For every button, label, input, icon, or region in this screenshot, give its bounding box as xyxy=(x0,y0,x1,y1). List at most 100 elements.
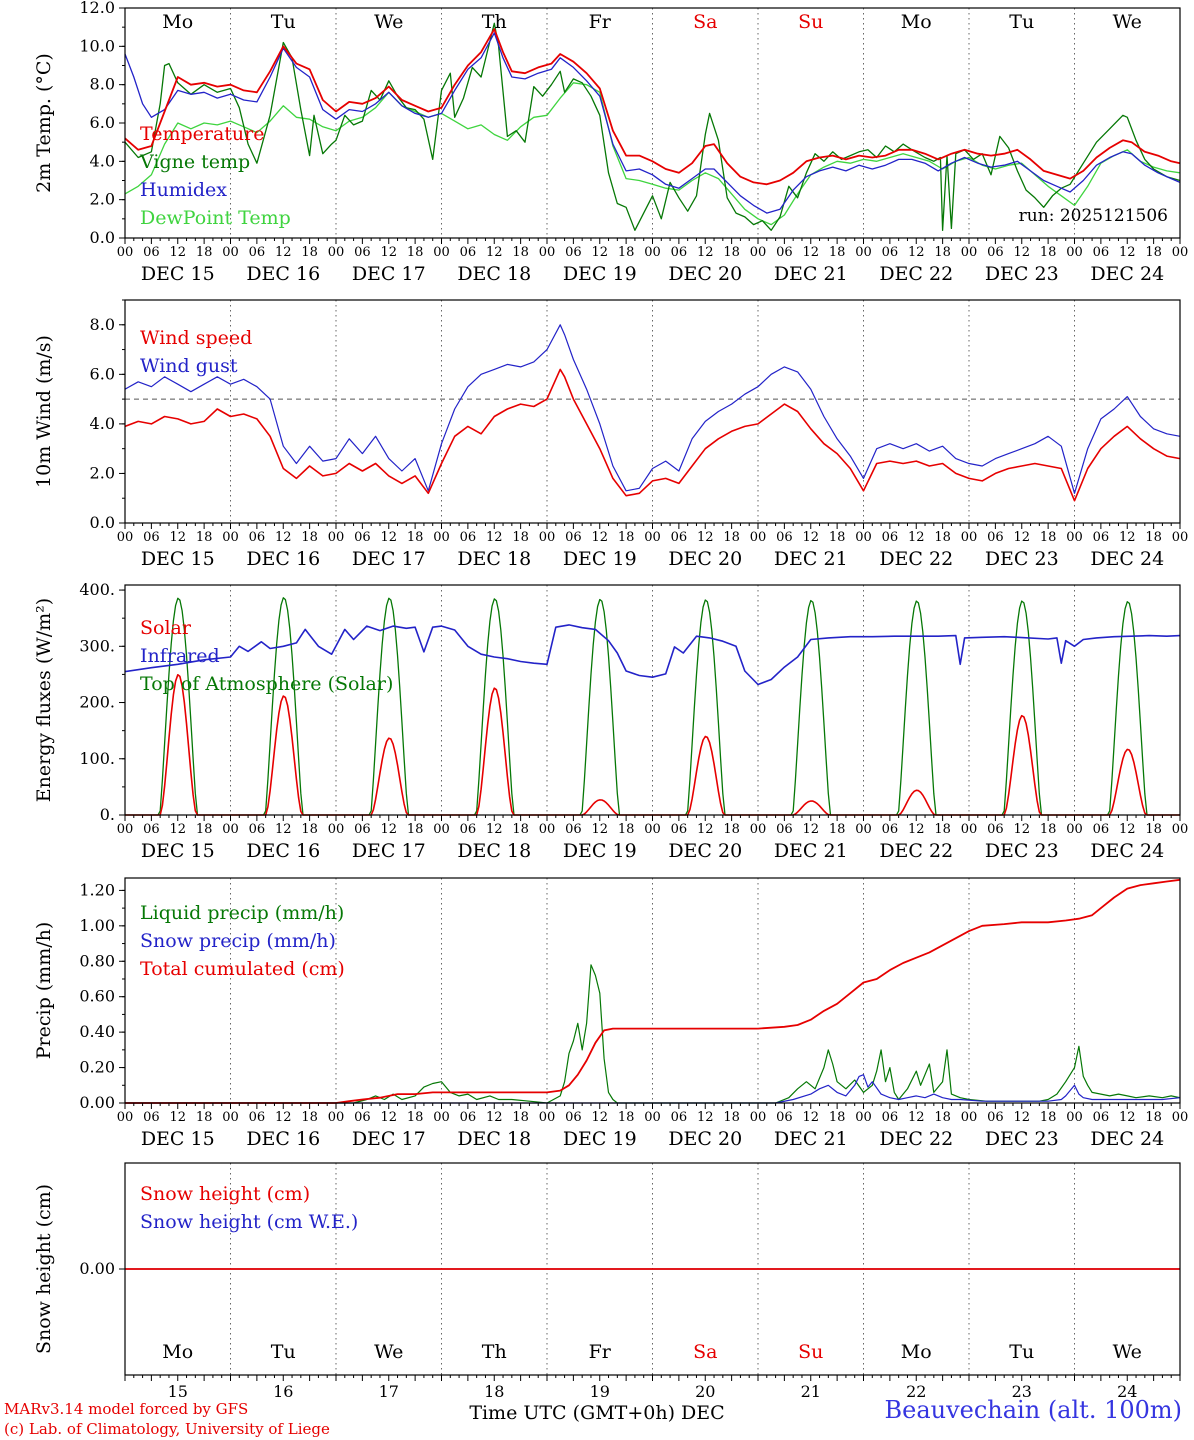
legend-item: Total cumulated (cm) xyxy=(140,958,345,980)
x-hour-label: 12 xyxy=(486,1110,503,1125)
x-hour-label: 00 xyxy=(117,530,134,545)
series-temperature xyxy=(124,28,1181,186)
x-hour-label: 18 xyxy=(407,822,424,837)
x-hour-label: 18 xyxy=(512,1110,529,1125)
x-hour-label: 06 xyxy=(1093,245,1110,260)
day-number-label: 22 xyxy=(906,1382,926,1401)
x-hour-label: 12 xyxy=(169,1110,186,1125)
day-name-label: Th xyxy=(482,11,507,33)
x-hour-label: 18 xyxy=(934,530,951,545)
series-wind-speed xyxy=(124,368,1181,502)
y-axis-title: 10m Wind (m/s) xyxy=(33,335,55,488)
x-hour-label: 00 xyxy=(539,1110,556,1125)
series-infrared xyxy=(124,624,1181,686)
x-hour-label: 12 xyxy=(591,530,608,545)
x-hour-label: 18 xyxy=(1040,530,1057,545)
x-hour-label: 00 xyxy=(328,1110,345,1125)
day-number-label: 23 xyxy=(1012,1382,1032,1401)
x-hour-label: 00 xyxy=(539,245,556,260)
y-axis-title: Snow height (cm) xyxy=(33,1184,55,1354)
x-hour-label: 12 xyxy=(275,530,292,545)
x-hour-label: 18 xyxy=(512,822,529,837)
x-hour-label: 00 xyxy=(1066,822,1083,837)
x-hour-label: 00 xyxy=(855,822,872,837)
x-hour-label: 06 xyxy=(249,822,266,837)
x-date-label: DEC 18 xyxy=(457,840,531,862)
day-name-label: Su xyxy=(798,1341,823,1363)
x-hour-label: 06 xyxy=(987,1110,1004,1125)
x-hour-label: 18 xyxy=(618,1110,635,1125)
x-hour-label: 06 xyxy=(354,245,371,260)
x-date-label: DEC 19 xyxy=(563,263,637,285)
x-hour-label: 12 xyxy=(486,245,503,260)
panel-2: 00 06 12 18 00 06 12 18 00 06 12 18 00 06 12 18 00 06 12 18… xyxy=(33,580,1188,862)
x-hour-label: 06 xyxy=(1093,530,1110,545)
day-number-label: 20 xyxy=(695,1382,715,1401)
x-date-label: DEC 16 xyxy=(246,548,320,570)
day-number-label: 15 xyxy=(168,1382,188,1401)
y-tick-label: 6.0 xyxy=(90,364,115,383)
x-hour-label: 06 xyxy=(249,1110,266,1125)
x-date-label: DEC 15 xyxy=(141,1128,215,1150)
day-name-label: Mo xyxy=(162,11,193,33)
day-name-label: Mo xyxy=(901,11,932,33)
x-hour-label: 00 xyxy=(1172,822,1189,837)
x-hour-label: 18 xyxy=(1040,245,1057,260)
legend-item: Vigne temp xyxy=(139,151,250,173)
x-hour-label: 00 xyxy=(961,245,978,260)
x-hour-label: 18 xyxy=(723,245,740,260)
legend-item: Temperature xyxy=(140,123,264,145)
day-name-label: Tu xyxy=(271,11,296,33)
x-hour-label: 18 xyxy=(512,245,529,260)
run-label: run: 2025121506 xyxy=(1018,206,1168,226)
x-hour-label: 12 xyxy=(1013,530,1030,545)
day-number-label: 24 xyxy=(1117,1382,1137,1401)
y-tick-label: 100. xyxy=(79,749,115,768)
y-axis-title: Energy fluxes (W/m²) xyxy=(33,598,55,802)
x-hour-label: 06 xyxy=(143,1110,160,1125)
x-hour-label: 12 xyxy=(486,530,503,545)
series-dewpoint-temp xyxy=(124,82,1181,226)
x-hour-label: 12 xyxy=(802,822,819,837)
model-credit: MARv3.14 model forced by GFS (c) Lab. of… xyxy=(4,1399,330,1439)
x-hour-label: 00 xyxy=(328,245,345,260)
x-hour-label: 12 xyxy=(908,1110,925,1125)
x-date-label: DEC 24 xyxy=(1090,1128,1164,1150)
x-hour-label: 00 xyxy=(117,822,134,837)
day-name-label: Mo xyxy=(901,1341,932,1363)
y-tick-label: 10.0 xyxy=(79,36,115,55)
x-hour-label: 00 xyxy=(222,530,239,545)
x-date-label: DEC 21 xyxy=(774,1128,848,1150)
x-date-label: DEC 23 xyxy=(985,1128,1059,1150)
x-hour-label: 00 xyxy=(433,1110,450,1125)
x-hour-label: 12 xyxy=(802,1110,819,1125)
legend-item: Humidex xyxy=(140,179,227,201)
x-hour-label: 18 xyxy=(1145,530,1162,545)
x-hour-label: 00 xyxy=(433,530,450,545)
x-hour-label: 00 xyxy=(1066,530,1083,545)
y-tick-label: 0.0 xyxy=(90,228,115,247)
x-hour-label: 00 xyxy=(855,1110,872,1125)
day-name-label: Tu xyxy=(1009,1341,1034,1363)
x-hour-label: 00 xyxy=(961,1110,978,1125)
day-name-label: Tu xyxy=(1009,11,1034,33)
y-tick-label: 300. xyxy=(79,636,115,655)
day-number-label: 19 xyxy=(590,1382,610,1401)
x-hour-label: 12 xyxy=(380,245,397,260)
x-hour-label: 12 xyxy=(275,1110,292,1125)
day-name-label: We xyxy=(1113,1341,1142,1363)
x-hour-label: 00 xyxy=(117,245,134,260)
y-axis-title: Precip (mm/h) xyxy=(33,922,55,1060)
x-date-label: DEC 17 xyxy=(352,548,426,570)
day-number-label: 21 xyxy=(801,1382,821,1401)
day-name-label: Mo xyxy=(162,1341,193,1363)
x-date-label: DEC 18 xyxy=(457,263,531,285)
y-axis-title: 2m Temp. (°C) xyxy=(33,53,55,193)
series-liquid-precip xyxy=(125,964,1181,1104)
y-tick-label: 400. xyxy=(79,580,115,599)
x-hour-label: 06 xyxy=(671,530,688,545)
x-date-label: DEC 19 xyxy=(563,548,637,570)
x-hour-label: 18 xyxy=(407,530,424,545)
x-hour-label: 06 xyxy=(565,1110,582,1125)
